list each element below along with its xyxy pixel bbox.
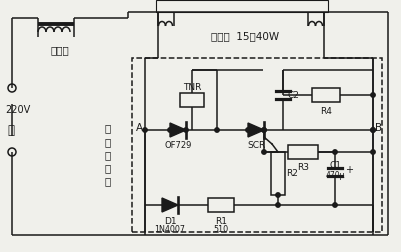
Text: ～: ～ xyxy=(7,123,14,137)
Text: 日光灯  15～40W: 日光灯 15～40W xyxy=(211,31,279,41)
Text: R1: R1 xyxy=(215,216,227,226)
Text: 电
子
启
辉
器: 电 子 启 辉 器 xyxy=(105,123,111,186)
Bar xyxy=(156,0,328,12)
Circle shape xyxy=(262,128,266,132)
Text: OF729: OF729 xyxy=(164,142,192,150)
Circle shape xyxy=(246,128,250,132)
Text: 470μ: 470μ xyxy=(325,171,345,179)
Bar xyxy=(180,93,204,107)
Bar xyxy=(271,152,285,195)
Text: 镇流器: 镇流器 xyxy=(51,45,69,55)
Circle shape xyxy=(184,128,188,132)
Circle shape xyxy=(276,203,280,207)
Text: D1: D1 xyxy=(164,216,176,226)
Text: R3: R3 xyxy=(297,164,309,173)
Bar xyxy=(208,198,234,212)
Polygon shape xyxy=(162,198,178,212)
Text: A: A xyxy=(136,123,143,133)
Text: SCR: SCR xyxy=(247,142,265,150)
Circle shape xyxy=(371,150,375,154)
Text: B: B xyxy=(375,123,383,133)
Circle shape xyxy=(276,193,280,197)
Circle shape xyxy=(371,128,375,132)
Text: C2: C2 xyxy=(287,90,299,100)
Circle shape xyxy=(215,128,219,132)
Text: TNR: TNR xyxy=(183,83,201,92)
Circle shape xyxy=(371,93,375,97)
Circle shape xyxy=(262,150,266,154)
Circle shape xyxy=(143,128,147,132)
Bar xyxy=(288,145,318,159)
Text: 510: 510 xyxy=(213,226,229,235)
Text: 1N4007: 1N4007 xyxy=(154,226,186,235)
Bar xyxy=(312,88,340,102)
Polygon shape xyxy=(170,123,186,137)
Text: R4: R4 xyxy=(320,107,332,115)
Text: C1: C1 xyxy=(329,162,341,171)
Bar xyxy=(132,58,382,232)
Text: 220V: 220V xyxy=(5,105,30,115)
Text: +: + xyxy=(345,165,353,175)
Circle shape xyxy=(262,128,266,132)
Text: R2: R2 xyxy=(286,169,298,177)
Circle shape xyxy=(371,128,375,132)
Circle shape xyxy=(333,203,337,207)
Circle shape xyxy=(168,128,172,132)
Circle shape xyxy=(333,150,337,154)
Polygon shape xyxy=(248,123,264,137)
